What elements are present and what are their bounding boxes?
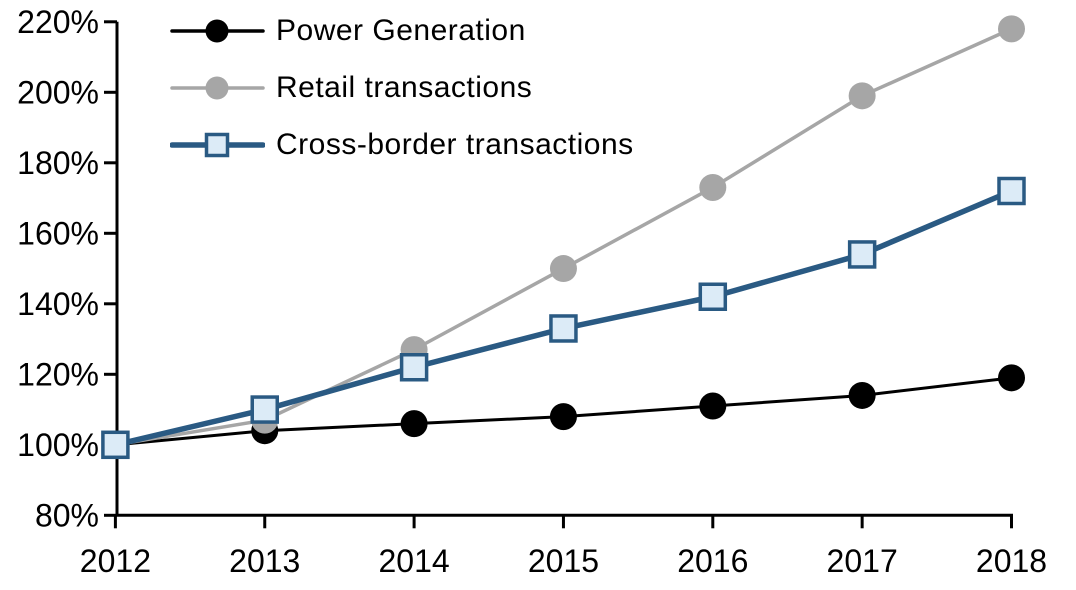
marker-cross-border-transactions-2014 — [399, 353, 429, 382]
x-axis-tick-label: 2013 — [229, 543, 300, 579]
marker-retail-transactions-2018 — [998, 15, 1025, 43]
legend-item-power-generation: Power Generation — [170, 2, 634, 59]
legend-label-retail-transactions: Retail transactions — [276, 70, 533, 104]
legend-swatch-cross-border-transactions — [170, 132, 265, 157]
x-axis-tick-label: 2014 — [379, 543, 450, 579]
marker-power-generation-2016 — [699, 392, 727, 420]
marker-power-generation-2015 — [549, 403, 577, 431]
marker-retail-transactions-2015 — [549, 255, 577, 283]
marker-retail-transactions-2017 — [848, 82, 876, 110]
marker-cross-border-transactions-2016 — [698, 282, 728, 311]
y-axis-tick-label: 200% — [17, 74, 99, 110]
y-axis-tick-label: 120% — [17, 356, 99, 392]
marker-power-generation-2018 — [998, 364, 1025, 392]
power-generation-circle-marker-icon — [205, 19, 229, 42]
chart-legend: Power Generation Retail transactions Cro… — [170, 2, 634, 173]
marker-cross-border-transactions-2017 — [847, 240, 877, 269]
legend-swatch-retail-transactions — [170, 76, 265, 99]
x-axis-tick-label: 2018 — [976, 543, 1047, 579]
legend-label-power-generation: Power Generation — [276, 13, 526, 47]
legend-swatch-power-generation — [170, 19, 265, 42]
y-axis-tick-label: 80% — [35, 497, 99, 533]
x-axis-tick-label: 2015 — [528, 543, 599, 579]
legend-label-cross-border-transactions: Cross-border transactions — [276, 127, 634, 161]
retail-transactions-circle-marker-icon — [205, 76, 229, 99]
marker-power-generation-2017 — [848, 381, 876, 409]
marker-retail-transactions-2016 — [699, 173, 727, 201]
y-axis-tick-label: 140% — [17, 286, 99, 322]
cross-border-transactions-square-marker-icon — [204, 132, 230, 157]
x-axis-tick-label: 2017 — [827, 543, 898, 579]
y-axis-tick-label: 220% — [17, 4, 99, 40]
legend-item-retail-transactions: Retail transactions — [170, 59, 634, 116]
y-axis-tick-label: 160% — [17, 215, 99, 251]
x-axis-tick-label: 2016 — [677, 543, 748, 579]
marker-cross-border-transactions-2015 — [549, 314, 578, 343]
y-axis-tick-label: 180% — [17, 145, 99, 181]
x-axis-tick-label: 2012 — [80, 543, 151, 579]
legend-item-cross-border-transactions: Cross-border transactions — [170, 116, 634, 173]
marker-cross-border-transactions-2013 — [250, 395, 279, 424]
marker-cross-border-transactions-2018 — [997, 176, 1026, 206]
marker-cross-border-transactions-2012 — [101, 430, 130, 460]
marker-power-generation-2014 — [400, 410, 428, 438]
y-axis-tick-label: 100% — [17, 427, 99, 463]
